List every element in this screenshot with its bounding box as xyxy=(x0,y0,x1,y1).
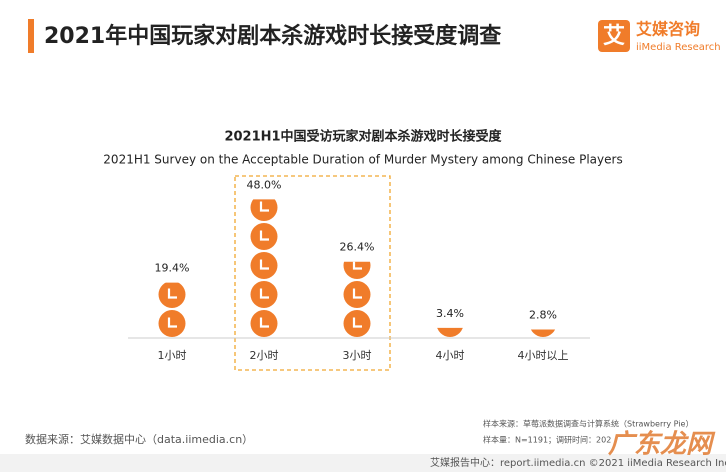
value-label: 19.4% xyxy=(155,262,190,275)
logo-mark: 艾 xyxy=(603,24,625,49)
icon xyxy=(158,282,186,308)
icon-hands xyxy=(259,317,269,328)
icon-hands xyxy=(167,288,177,299)
highlight-box xyxy=(234,175,391,371)
icon xyxy=(530,329,556,337)
icon xyxy=(343,310,371,337)
icon xyxy=(343,281,371,308)
icon-hands xyxy=(352,261,362,270)
chart-subtitle: 2021H1 Survey on the Acceptable Duration… xyxy=(103,153,622,167)
icon-circle xyxy=(158,282,186,308)
icon-hands xyxy=(259,259,269,270)
value-label: 26.4% xyxy=(340,241,375,254)
chart-title: 2021H1中国受访玩家对剧本杀游戏时长接受度 xyxy=(224,129,502,145)
icon xyxy=(250,223,278,250)
icon-hands xyxy=(352,288,362,299)
icon-circle xyxy=(250,281,278,308)
logo-icon xyxy=(598,20,630,52)
icon-hands xyxy=(259,201,269,212)
page-title: 2021年中国玩家对剧本杀游戏时长接受度调查 xyxy=(44,23,501,49)
x-tick-label: 2小时 xyxy=(250,349,279,362)
icon xyxy=(343,261,371,279)
icon-circle xyxy=(343,281,371,308)
sample-size: 样本量：N=1191；调研时间：202 xyxy=(483,435,611,445)
logo-name: 艾媒咨询 xyxy=(636,20,700,39)
icon-circle xyxy=(250,310,278,337)
title-bar xyxy=(28,19,34,53)
icon-hands xyxy=(167,317,177,328)
x-tick-label: 1小时 xyxy=(158,349,187,362)
icon-circle xyxy=(250,223,278,250)
x-tick-label: 4小时以上 xyxy=(518,349,569,362)
icon-circle xyxy=(530,329,556,337)
x-tick-label: 3小时 xyxy=(343,349,372,362)
icon-circle xyxy=(250,252,278,279)
icon-hands xyxy=(259,288,269,299)
icon-circle xyxy=(158,310,186,337)
icon xyxy=(250,199,278,221)
icon xyxy=(437,327,463,337)
icon xyxy=(158,310,186,337)
icon-hands xyxy=(352,317,362,328)
logo-sub: iiMedia Research xyxy=(636,42,721,53)
icon xyxy=(250,252,278,279)
icon-hands xyxy=(259,230,269,241)
icon-circle xyxy=(250,199,278,221)
icon xyxy=(250,310,278,337)
icon-circle xyxy=(343,261,371,279)
source: 数据来源：艾媒数据中心（data.iimedia.cn） xyxy=(25,432,253,446)
x-tick-label: 4小时 xyxy=(436,349,465,362)
watermark: 广东龙网 xyxy=(608,430,716,460)
footer-bar xyxy=(0,454,726,472)
value-label: 3.4% xyxy=(436,307,464,320)
sample-source: 样本来源：草莓派数据调查与计算系统（Strawberry Pie） xyxy=(483,419,693,429)
icon-circle xyxy=(437,327,463,337)
icon-circle xyxy=(343,310,371,337)
value-label: 2.8% xyxy=(529,308,557,321)
value-label: 48.0% xyxy=(247,178,282,191)
footer-text: 艾媒报告中心：report.iimedia.cn ©2021 iiMedia R… xyxy=(430,456,726,469)
icon xyxy=(250,281,278,308)
